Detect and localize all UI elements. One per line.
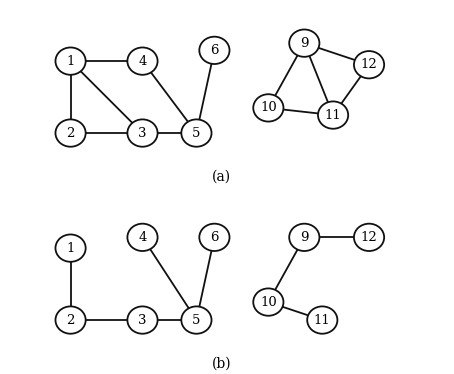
Ellipse shape — [289, 224, 320, 251]
Text: (a): (a) — [212, 169, 231, 183]
Text: 2: 2 — [66, 126, 75, 140]
Text: 1: 1 — [66, 55, 75, 68]
Text: 3: 3 — [138, 126, 147, 140]
Text: 6: 6 — [210, 231, 219, 244]
Ellipse shape — [199, 224, 230, 251]
Ellipse shape — [128, 306, 158, 334]
Text: 9: 9 — [300, 37, 309, 50]
Text: 10: 10 — [260, 295, 277, 309]
Ellipse shape — [307, 306, 337, 334]
Text: 2: 2 — [66, 313, 75, 327]
Ellipse shape — [55, 47, 86, 75]
Text: 3: 3 — [138, 313, 147, 327]
Text: (b): (b) — [212, 356, 232, 370]
Ellipse shape — [128, 224, 158, 251]
Text: 10: 10 — [260, 101, 277, 114]
Text: 12: 12 — [360, 58, 377, 71]
Text: 9: 9 — [300, 231, 309, 244]
Ellipse shape — [354, 51, 384, 79]
Text: 12: 12 — [360, 231, 377, 244]
Text: 4: 4 — [138, 231, 147, 244]
Text: 11: 11 — [325, 108, 341, 122]
Text: 5: 5 — [192, 126, 201, 140]
Ellipse shape — [318, 101, 348, 129]
Text: 5: 5 — [192, 313, 201, 327]
Ellipse shape — [354, 224, 384, 251]
Ellipse shape — [181, 306, 212, 334]
Ellipse shape — [128, 119, 158, 147]
Text: 4: 4 — [138, 55, 147, 68]
Ellipse shape — [55, 234, 86, 262]
Ellipse shape — [199, 37, 230, 64]
Text: 11: 11 — [314, 313, 331, 327]
Text: 6: 6 — [210, 44, 219, 57]
Ellipse shape — [253, 288, 283, 316]
Ellipse shape — [253, 94, 283, 122]
Ellipse shape — [181, 119, 212, 147]
Ellipse shape — [289, 30, 320, 57]
Ellipse shape — [55, 306, 86, 334]
Ellipse shape — [128, 47, 158, 75]
Text: 1: 1 — [66, 242, 75, 255]
Ellipse shape — [55, 119, 86, 147]
